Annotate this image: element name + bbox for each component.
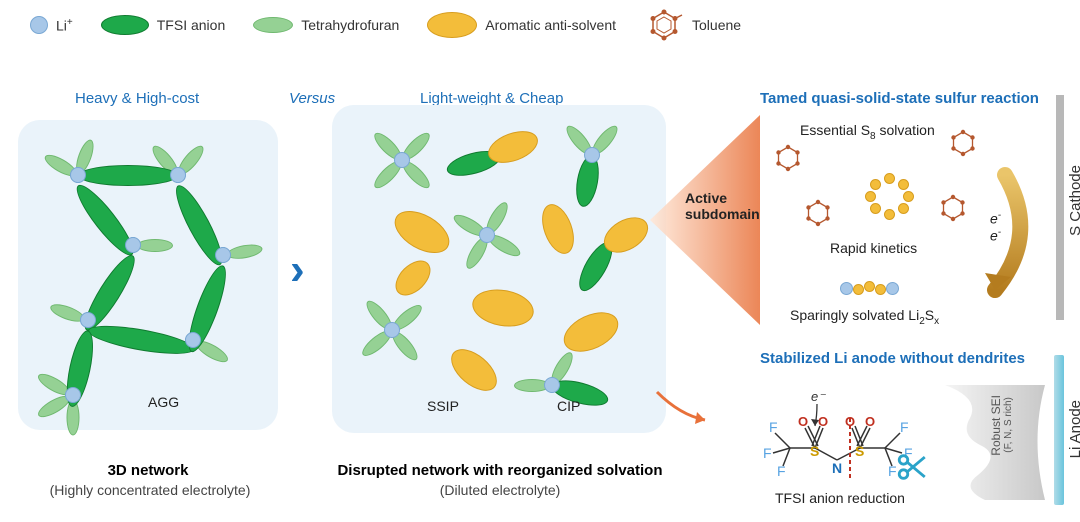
legend-tfsi-label: TFSI anion	[157, 17, 225, 33]
svg-text:S: S	[855, 443, 864, 459]
tfsi-bond	[78, 165, 178, 186]
legend-tfsi: TFSI anion	[101, 15, 225, 35]
antisolvent-icon	[427, 12, 477, 38]
svg-text:N: N	[832, 460, 842, 476]
header-left: Heavy & High-cost	[75, 90, 199, 107]
header-versus: Versus	[289, 90, 335, 107]
ssip-label: SSIP	[427, 398, 459, 414]
cip-label: CIP	[557, 398, 580, 414]
legend-thf: Tetrahydrofuran	[253, 17, 399, 33]
agg-label: AGG	[148, 394, 179, 410]
toluene-molecule	[945, 125, 981, 161]
li-icon	[30, 16, 48, 34]
scissors-icon	[895, 450, 929, 484]
svg-text:O: O	[818, 414, 828, 429]
svg-text:F: F	[777, 463, 786, 479]
svg-text:e⁻: e⁻	[811, 389, 826, 404]
antisolvent-blob	[536, 200, 580, 258]
caption-left-bold: 3D network	[8, 462, 288, 479]
svg-text:F: F	[763, 445, 772, 461]
svg-text:F: F	[900, 419, 909, 435]
caption-mid-bold: Disrupted network with reorganized solva…	[300, 462, 700, 479]
antisolvent-blob	[388, 202, 457, 261]
tfsi-icon	[101, 15, 149, 35]
svg-text:O: O	[798, 414, 808, 429]
caption-mid-sub: (Diluted electrolyte)	[350, 482, 650, 498]
electron-label: e- e-	[990, 210, 1001, 243]
svg-text:F: F	[769, 419, 778, 435]
toluene-icon	[644, 8, 684, 42]
legend: Li+ TFSI anion Tetrahydrofuran Aromatic …	[30, 8, 1050, 42]
caption-left-sub: (Highly concentrated electrolyte)	[0, 482, 300, 498]
cathode-line3: Sparingly solvated Li2Sx	[790, 307, 939, 327]
toluene-molecule	[770, 140, 806, 176]
cathode-bar-label: S Cathode	[1067, 165, 1080, 236]
legend-thf-label: Tetrahydrofuran	[301, 17, 399, 33]
legend-li: Li+	[30, 16, 73, 34]
anode-bar-label: Li Anode	[1067, 400, 1080, 458]
anode-title: Stabilized Li anode without dendrites	[760, 350, 1025, 367]
toluene-molecule	[935, 190, 971, 226]
legend-anti-label: Aromatic anti-solvent	[485, 17, 616, 33]
panel-3d-network: AGG	[18, 120, 278, 430]
antisolvent-blob	[444, 341, 505, 399]
legend-toluene: Toluene	[644, 8, 741, 42]
active-label: Activesubdomain	[685, 190, 760, 222]
toluene-molecule	[800, 195, 836, 231]
thf-icon	[253, 17, 293, 33]
sei-label: Robust SEI(F, N, S rich)	[990, 395, 1016, 456]
tfsi-bond	[86, 320, 196, 359]
cathode-title: Tamed quasi-solid-state sulfur reaction	[760, 90, 1039, 107]
anode-arrow	[655, 390, 715, 430]
anode-bar	[1054, 355, 1064, 505]
legend-li-label: Li+	[56, 17, 73, 34]
cathode-line2: Rapid kinetics	[830, 240, 917, 256]
svg-text:O: O	[865, 414, 875, 429]
antisolvent-blob	[469, 285, 536, 331]
antisolvent-blob	[389, 254, 437, 302]
cathode-reaction-arrow	[975, 165, 1045, 305]
cathode-line1: Essential S8 solvation	[800, 122, 935, 142]
svg-text:S: S	[810, 443, 819, 459]
tfsi-reduction-label: TFSI anion reduction	[775, 490, 905, 506]
legend-anti: Aromatic anti-solvent	[427, 12, 616, 38]
cathode-bar	[1056, 95, 1064, 320]
chevron-icon: ›	[290, 245, 305, 295]
legend-toluene-label: Toluene	[692, 17, 741, 33]
panel-disrupted: SSIP CIP	[332, 105, 666, 433]
s8-ring	[868, 175, 912, 219]
